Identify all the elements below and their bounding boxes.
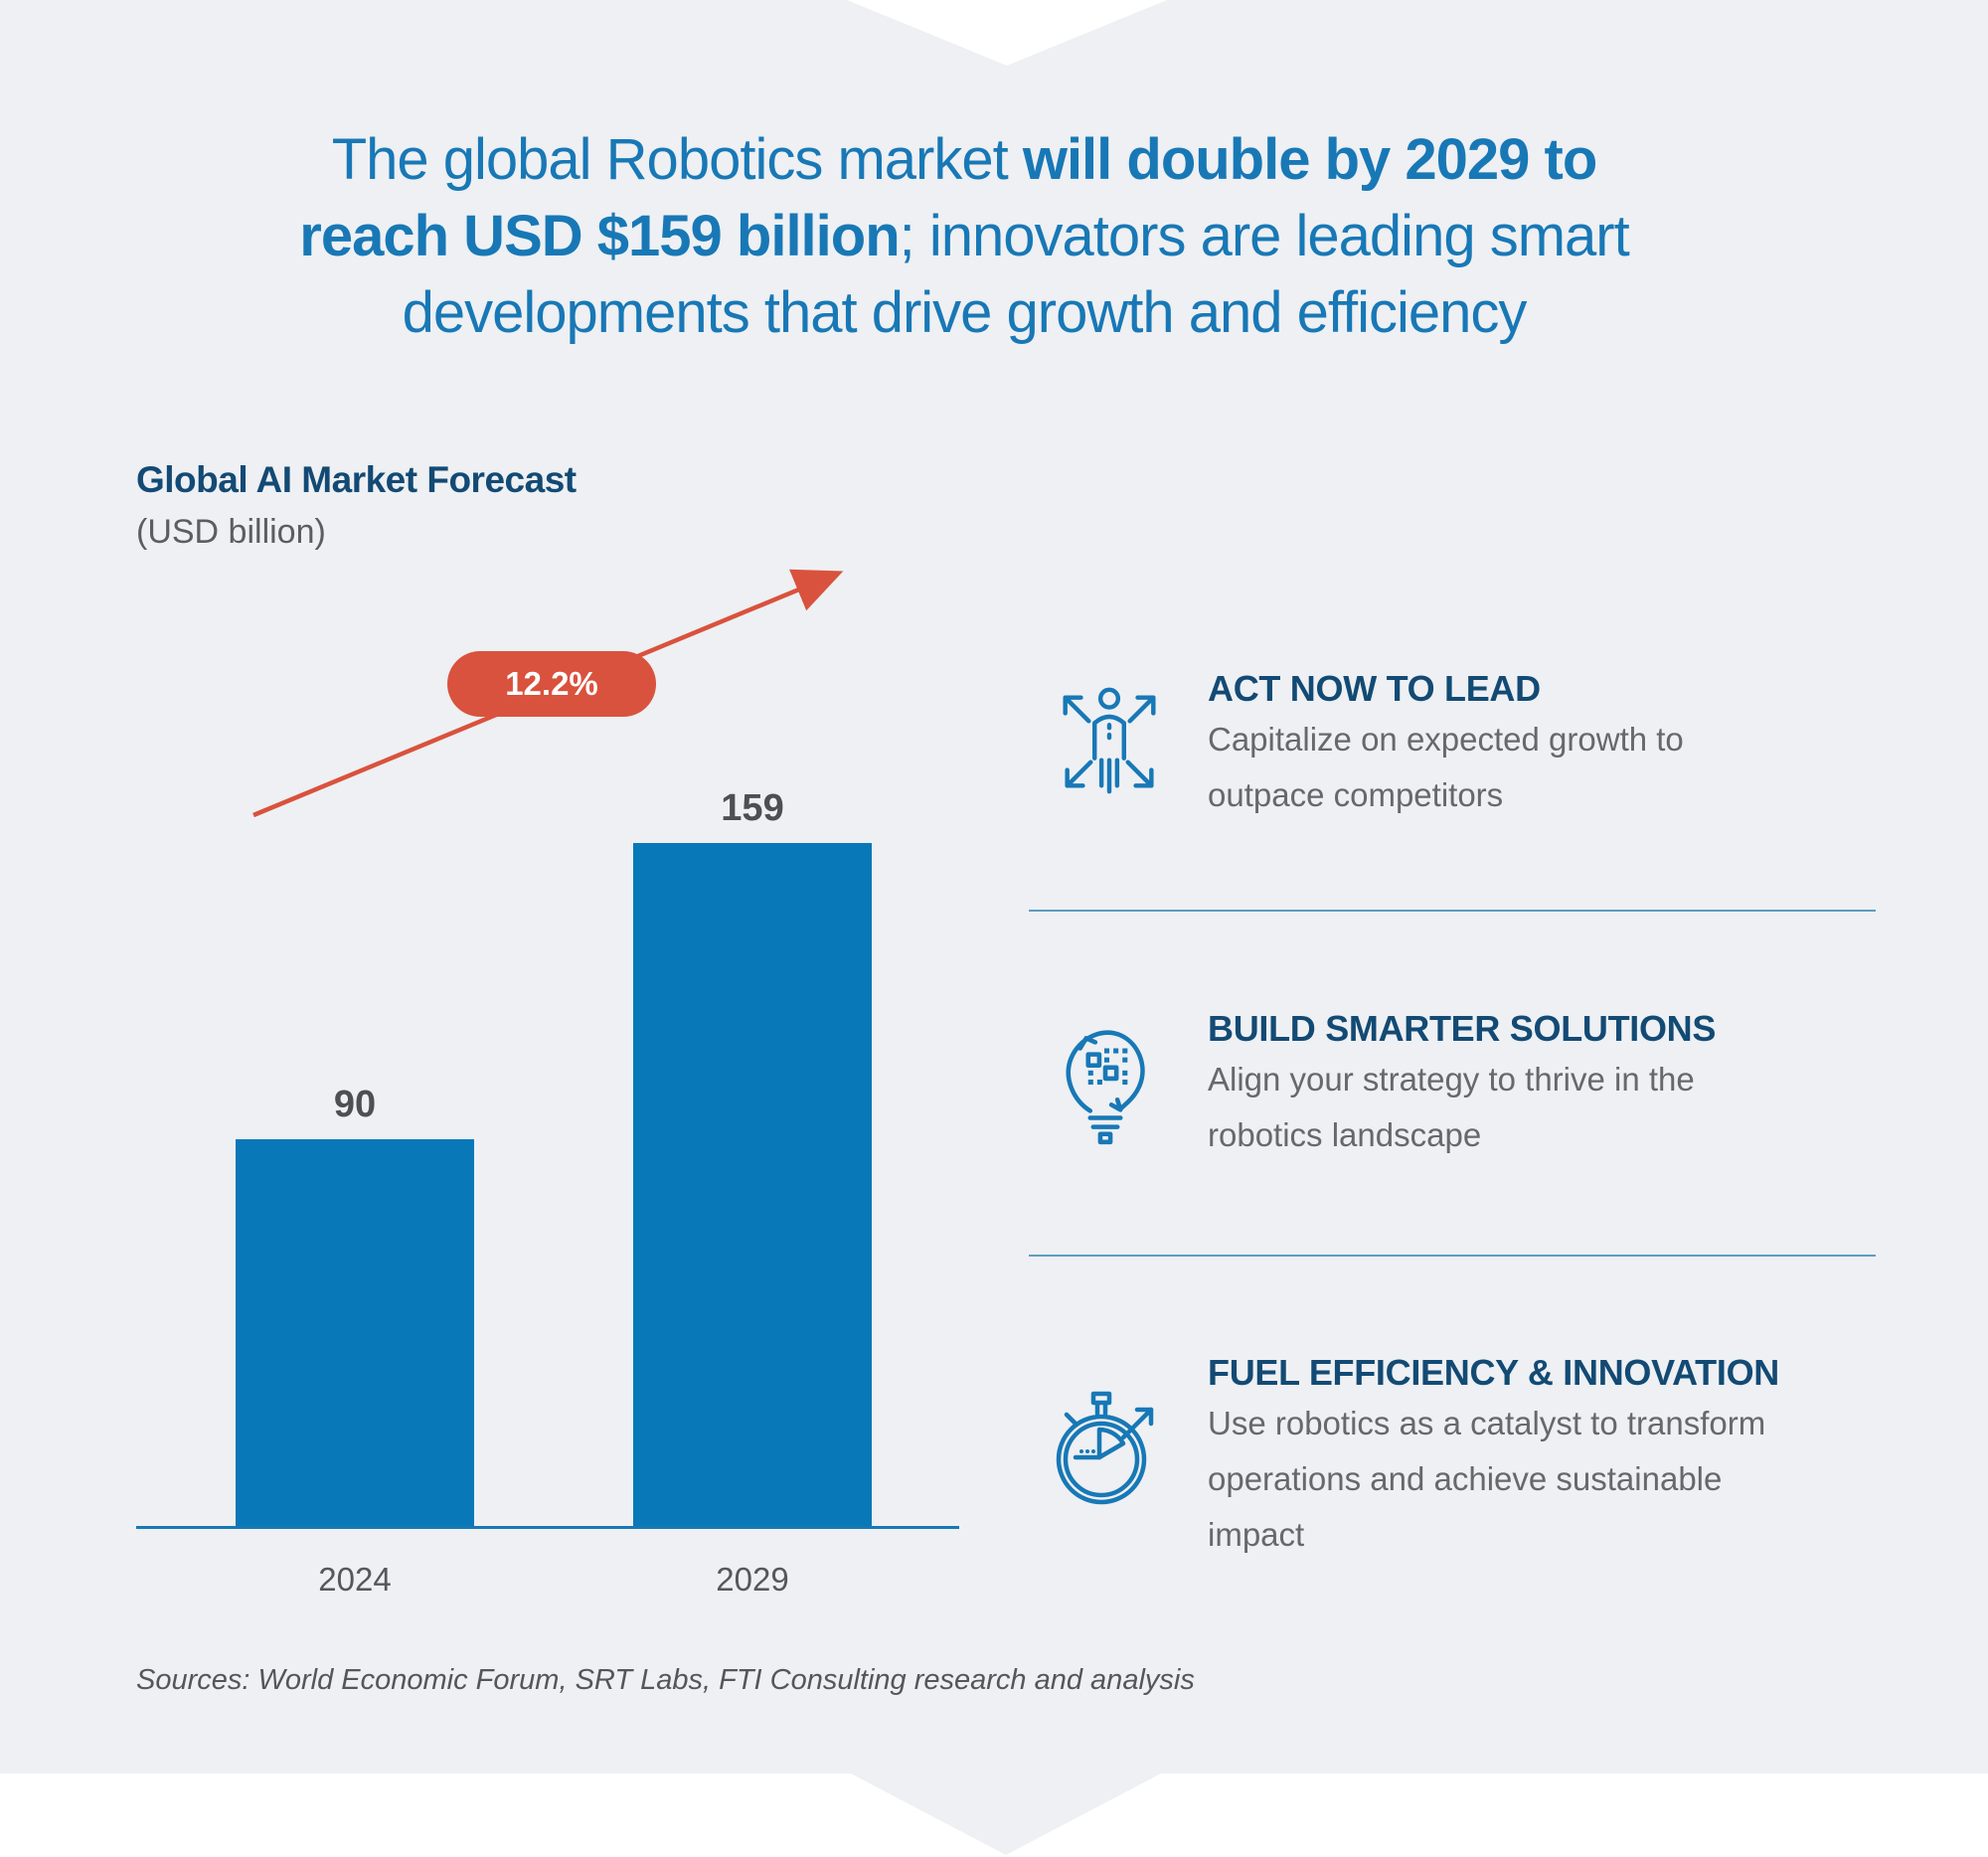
title-regular-text: developments that drive growth and effic… (402, 280, 1528, 345)
callout-heading-build-smarter: BUILD SMARTER SOLUTIONS (1208, 1008, 1717, 1049)
page-title-line-1: The global Robotics market will double b… (0, 121, 1928, 198)
title-regular-text: The global Robotics market (331, 127, 1023, 192)
chart-title: Global AI Market Forecast (136, 459, 577, 500)
lightbulb-circuit-icon (1066, 1030, 1145, 1145)
sources-note: Sources: World Economic Forum, SRT Labs,… (136, 1664, 1195, 1696)
chart-subtitle: (USD billion) (136, 513, 326, 551)
section-divider (1029, 1255, 1876, 1257)
page-title-line-2: reach USD $159 billion; innovators are l… (0, 198, 1928, 274)
title-bold-text: reach USD $159 billion (299, 204, 900, 268)
page-title: The global Robotics market will double b… (0, 121, 1928, 351)
callout-body-build-smarter: Align your strategy to thrive in the rob… (1208, 1061, 1695, 1153)
x-tick-2024: 2024 (318, 1561, 392, 1598)
bar-2029 (633, 843, 872, 1526)
title-bold-text: will double by 2029 to (1022, 127, 1597, 192)
section-divider (1029, 910, 1876, 912)
bar-value-2029: 159 (721, 787, 784, 830)
title-regular-text: ; innovators are leading smart (899, 204, 1630, 268)
page-title-line-3: developments that drive growth and effic… (0, 274, 1928, 351)
x-tick-2029: 2029 (716, 1561, 789, 1598)
person-expand-arrows-icon (1063, 687, 1156, 794)
x-axis-line (136, 1526, 959, 1529)
stopwatch-pie-icon (1056, 1391, 1154, 1505)
growth-rate-badge: 12.2% (447, 651, 656, 717)
callout-heading-fuel-efficiency: FUEL EFFICIENCY & INNOVATION (1208, 1352, 1779, 1393)
callout-body-fuel-efficiency: Use robotics as a catalyst to transform … (1208, 1405, 1766, 1553)
callout-heading-act-now: ACT NOW TO LEAD (1208, 668, 1541, 709)
bar-2024 (236, 1139, 474, 1526)
top-chevron-decoration (847, 0, 1167, 66)
bar-value-2024: 90 (333, 1084, 377, 1126)
callout-body-act-now: Capitalize on expected growth to outpace… (1208, 721, 1684, 813)
